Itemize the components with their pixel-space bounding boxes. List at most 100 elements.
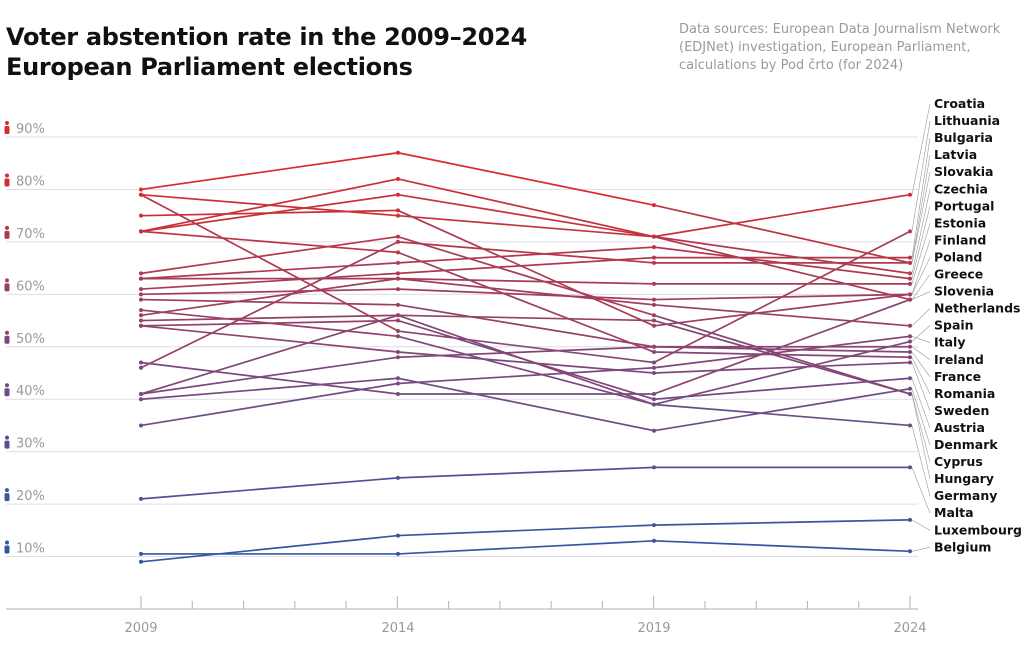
leader-line: [911, 189, 931, 274]
leader-line: [911, 291, 931, 300]
y-tick-label: 50%: [16, 332, 45, 347]
data-point: [396, 475, 400, 480]
series-segment: [397, 351, 655, 374]
series-segment: [397, 235, 655, 317]
series-line: [139, 323, 912, 375]
data-point: [908, 192, 912, 197]
data-point: [396, 213, 400, 218]
series-segment: [140, 277, 399, 317]
y-axis-ticks: 10% 20% 30% 40% 50% 60% 70% 80% 90%: [4, 121, 45, 557]
series-label: Latvia: [934, 147, 977, 162]
leader-line: [911, 357, 931, 394]
series-line: [139, 255, 912, 292]
data-point: [396, 355, 400, 360]
leader-line: [911, 425, 931, 497]
data-point: [139, 187, 143, 192]
series-segment: [140, 314, 399, 395]
person-icon-head: [5, 225, 9, 230]
data-point: [908, 360, 912, 365]
label-leader-lines: [911, 103, 931, 552]
data-point: [908, 281, 912, 286]
data-point: [139, 313, 143, 318]
data-point: [908, 376, 912, 381]
series-segment: [140, 230, 399, 254]
leader-line: [911, 362, 931, 412]
series-segment: [397, 335, 655, 406]
data-point: [908, 549, 912, 554]
series-label: Belgium: [934, 539, 991, 554]
series-line: [139, 276, 912, 318]
leader-line: [911, 172, 931, 263]
data-point: [908, 292, 912, 297]
data-point: [652, 360, 656, 365]
series-line: [139, 297, 912, 355]
leader-line: [911, 351, 931, 377]
data-point: [139, 360, 143, 365]
series-segment: [140, 193, 399, 233]
series-segment: [397, 251, 655, 353]
data-point: [908, 350, 912, 355]
series-label: Finland: [934, 232, 986, 247]
data-point: [396, 318, 400, 323]
data-point: [908, 334, 912, 339]
leader-line: [911, 336, 931, 343]
person-icon-head: [5, 278, 9, 283]
series-segment: [140, 314, 399, 322]
series-segment: [397, 330, 655, 364]
y-tick-label: 80%: [16, 174, 45, 189]
series-segment: [140, 262, 399, 280]
x-axis: 2009 2014 2019 2024: [6, 596, 927, 636]
data-point: [652, 297, 656, 302]
data-point: [908, 344, 912, 349]
data-point: [908, 386, 912, 391]
leader-line: [911, 308, 931, 327]
data-point: [396, 176, 400, 181]
series-segment: [653, 193, 911, 238]
series-segment: [653, 204, 911, 264]
series-segment: [140, 272, 399, 290]
series-label: Hungary: [934, 471, 994, 486]
person-icon: [4, 225, 10, 239]
x-tick-label-2019: 2019: [637, 621, 670, 636]
data-point: [396, 287, 400, 292]
series-segment: [140, 477, 399, 500]
series-label: Netherlands: [934, 301, 1020, 316]
leader-line: [911, 223, 931, 284]
data-point: [139, 308, 143, 313]
series-segment: [653, 303, 911, 327]
data-point: [908, 517, 912, 522]
person-icon: [4, 540, 10, 554]
person-icon-head: [5, 173, 9, 178]
leader-line: [911, 547, 931, 552]
series-label: France: [934, 369, 981, 384]
data-point: [908, 229, 912, 234]
data-point: [139, 496, 143, 501]
data-point: [139, 213, 143, 218]
data-point: [652, 523, 656, 528]
series-segment: [653, 293, 911, 327]
series-segment: [140, 324, 399, 353]
series-segment: [397, 246, 655, 264]
y-tick-label: 10%: [16, 542, 45, 557]
leader-line: [911, 103, 931, 195]
series-segment: [140, 361, 399, 395]
data-point: [652, 255, 656, 260]
series-segment: [397, 377, 655, 432]
data-point: [652, 465, 656, 470]
person-icon-head: [5, 540, 9, 545]
series-segment: [140, 377, 399, 401]
data-point: [652, 365, 656, 370]
series-segment: [653, 361, 911, 374]
data-point: [396, 313, 400, 318]
data-point: [908, 355, 912, 360]
data-point: [652, 245, 656, 250]
data-point: [139, 318, 143, 323]
x-tick-label-2014: 2014: [381, 621, 414, 636]
data-point: [652, 281, 656, 286]
series-line: [139, 313, 912, 396]
gridlines: [6, 136, 918, 558]
series-segment: [397, 241, 655, 264]
person-icon: [4, 330, 10, 344]
data-point: [908, 339, 912, 344]
